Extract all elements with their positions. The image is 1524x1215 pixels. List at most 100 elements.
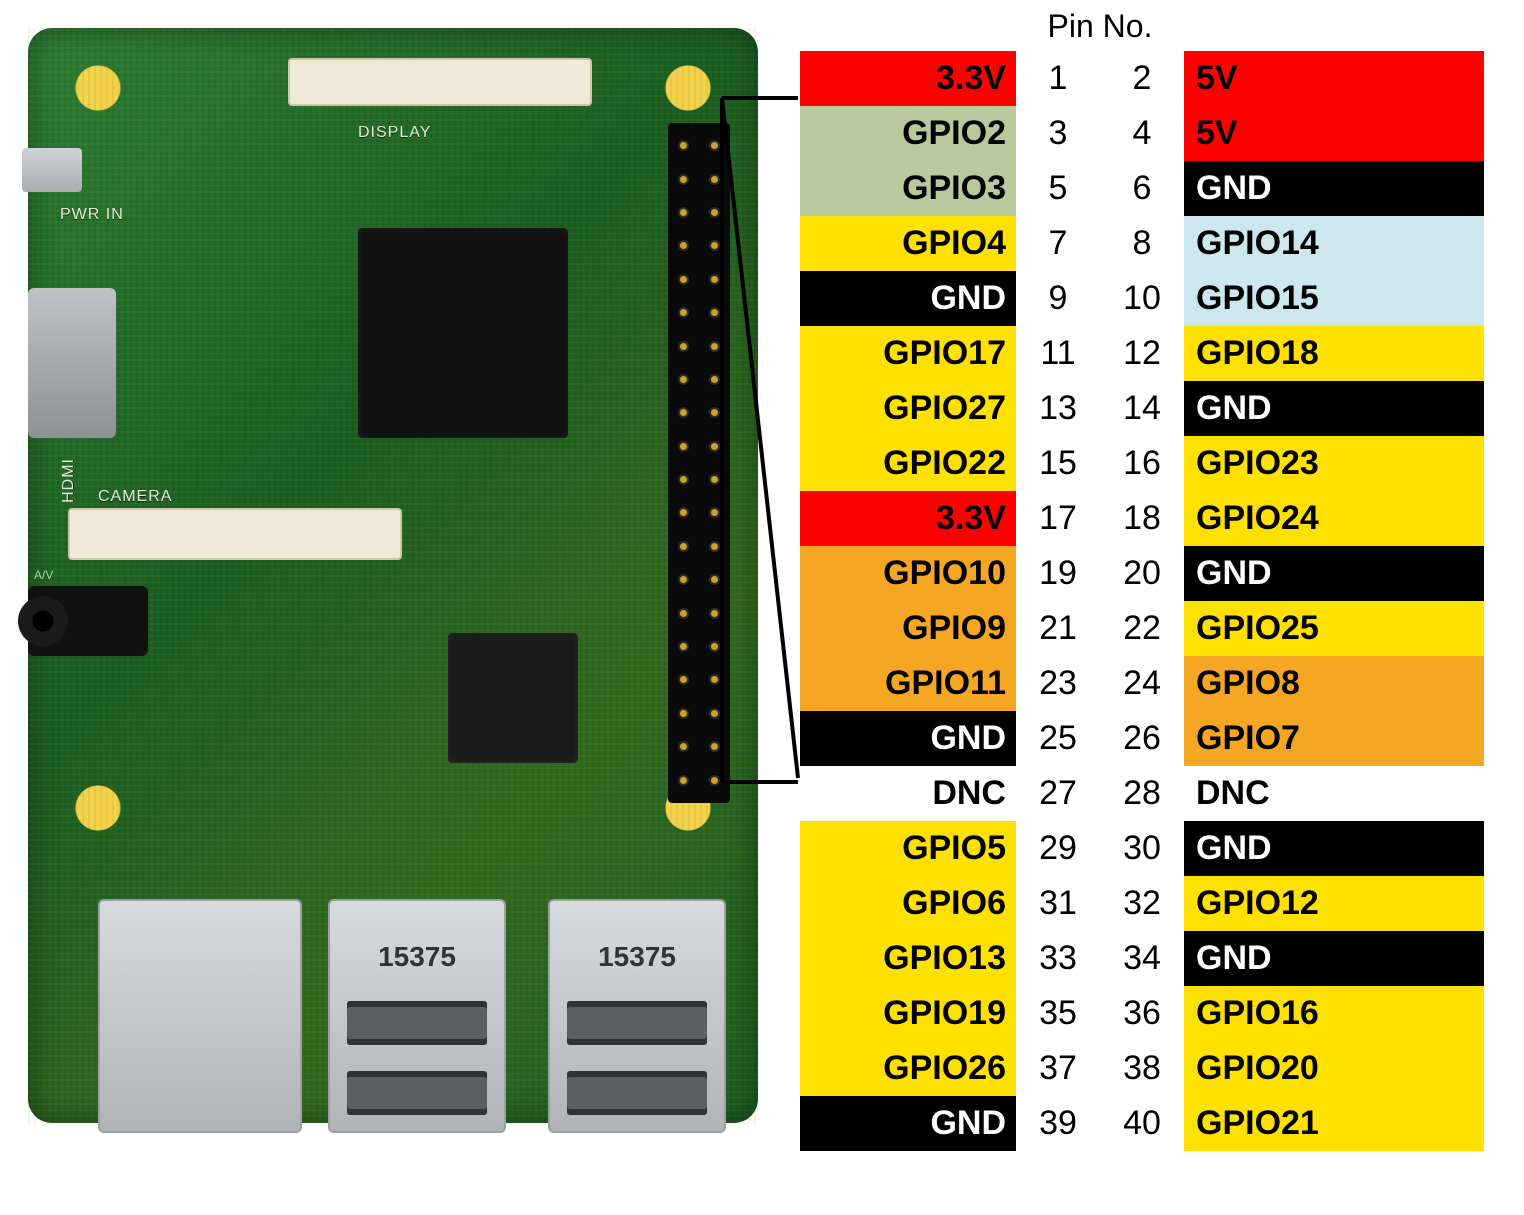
pin-number: 28 xyxy=(1100,766,1184,821)
pin-number: 15 xyxy=(1016,436,1100,491)
gpio-pin xyxy=(711,176,718,183)
pin-number: 11 xyxy=(1016,326,1100,381)
pin-label-right: GND xyxy=(1184,381,1484,436)
camera-connector xyxy=(68,508,402,560)
pin-label-right: DNC xyxy=(1184,766,1484,821)
pin-label-left: GPIO13 xyxy=(800,931,1016,986)
gpio-pin xyxy=(680,343,687,350)
pin-number: 12 xyxy=(1100,326,1184,381)
soc-chip xyxy=(358,228,568,438)
usb-slot xyxy=(347,1071,486,1115)
pinout-row: 3.3V125V xyxy=(800,51,1500,106)
pin-number: 23 xyxy=(1016,656,1100,711)
pin-number: 25 xyxy=(1016,711,1100,766)
gpio-pin xyxy=(711,443,718,450)
camera-label: CAMERA xyxy=(98,488,172,506)
pin-number: 24 xyxy=(1100,656,1184,711)
pin-number: 30 xyxy=(1100,821,1184,876)
pin-label-left: 3.3V xyxy=(800,51,1016,106)
usb-slot xyxy=(567,1001,706,1045)
gpio-pin xyxy=(680,443,687,450)
pin-label-right: 5V xyxy=(1184,106,1484,161)
pinout-row: GND3940GPIO21 xyxy=(800,1096,1500,1151)
gpio-pin xyxy=(711,343,718,350)
ethernet-controller-chip xyxy=(448,633,578,763)
pin-number: 4 xyxy=(1100,106,1184,161)
pin-label-right: 5V xyxy=(1184,51,1484,106)
gpio-pin xyxy=(680,276,687,283)
gpio-pin xyxy=(711,209,718,216)
pin-number: 7 xyxy=(1016,216,1100,271)
gpio-pin xyxy=(680,576,687,583)
gpio-pin xyxy=(711,576,718,583)
pin-label-right: GND xyxy=(1184,821,1484,876)
gpio-pin xyxy=(711,309,718,316)
pin-label-left: GND xyxy=(800,711,1016,766)
usb-stamp-b: 15375 xyxy=(598,941,676,973)
pinout-header-label: Pin No. xyxy=(1016,8,1184,45)
usb-ports-a: 15375 xyxy=(328,899,506,1133)
pin-label-left: GPIO27 xyxy=(800,381,1016,436)
pin-label-left: GPIO10 xyxy=(800,546,1016,601)
ethernet-port xyxy=(98,899,302,1133)
pin-number: 19 xyxy=(1016,546,1100,601)
gpio-pin xyxy=(711,610,718,617)
gpio-pin xyxy=(680,476,687,483)
usb-ports-b: 15375 xyxy=(548,899,726,1133)
pin-label-left: GPIO22 xyxy=(800,436,1016,491)
pinout-row: GPIO271314GND xyxy=(800,381,1500,436)
pin-label-right: GPIO23 xyxy=(1184,436,1484,491)
pinout-row: GPIO112324GPIO8 xyxy=(800,656,1500,711)
hdmi-label: HDMI xyxy=(60,458,78,503)
callout-bracket xyxy=(720,90,800,790)
pinout-row: GPIO52930GND xyxy=(800,821,1500,876)
pinout-row: GPIO263738GPIO20 xyxy=(800,1041,1500,1096)
gpio-pin xyxy=(711,476,718,483)
pinout-row: GND2526GPIO7 xyxy=(800,711,1500,766)
pin-number: 39 xyxy=(1016,1096,1100,1151)
gpio-pin xyxy=(680,777,687,784)
pinout-rows: 3.3V125VGPIO2345VGPIO356GNDGPIO478GPIO14… xyxy=(800,51,1500,1151)
pin-number: 36 xyxy=(1100,986,1184,1041)
pin-label-left: GPIO17 xyxy=(800,326,1016,381)
pin-label-left: GPIO3 xyxy=(800,161,1016,216)
gpio-pin xyxy=(711,242,718,249)
pin-number: 32 xyxy=(1100,876,1184,931)
pinout-row: GPIO2345V xyxy=(800,106,1500,161)
gpio-pin xyxy=(680,509,687,516)
pinout-row: GPIO478GPIO14 xyxy=(800,216,1500,271)
gpio-pin xyxy=(680,710,687,717)
pin-label-left: GPIO6 xyxy=(800,876,1016,931)
pinout-row: DNC2728DNC xyxy=(800,766,1500,821)
pin-number: 27 xyxy=(1016,766,1100,821)
pin-label-right: GPIO16 xyxy=(1184,986,1484,1041)
gpio-pin xyxy=(680,309,687,316)
pinout-table: Pin No. 3.3V125VGPIO2345VGPIO356GNDGPIO4… xyxy=(800,8,1500,1151)
display-label: DISPLAY xyxy=(358,124,431,142)
pinout-row: GPIO193536GPIO16 xyxy=(800,986,1500,1041)
pin-number: 1 xyxy=(1016,51,1100,106)
gpio-pin xyxy=(711,409,718,416)
pinout-row: GPIO221516GPIO23 xyxy=(800,436,1500,491)
gpio-pin xyxy=(711,643,718,650)
pin-number: 37 xyxy=(1016,1041,1100,1096)
pinout-row: GPIO171112GPIO18 xyxy=(800,326,1500,381)
pin-label-left: GND xyxy=(800,271,1016,326)
pin-label-right: GPIO7 xyxy=(1184,711,1484,766)
display-connector xyxy=(288,58,592,106)
gpio-pin xyxy=(711,543,718,550)
gpio-pin xyxy=(711,743,718,750)
pin-label-right: GND xyxy=(1184,931,1484,986)
hdmi-port xyxy=(28,288,116,438)
pin-label-right: GND xyxy=(1184,546,1484,601)
pinout-row: GPIO101920GND xyxy=(800,546,1500,601)
pinout-row: 3.3V1718GPIO24 xyxy=(800,491,1500,546)
pin-label-left: GND xyxy=(800,1096,1016,1151)
gpio-pin xyxy=(680,242,687,249)
pinout-row: GND910GPIO15 xyxy=(800,271,1500,326)
pin-label-left: GPIO4 xyxy=(800,216,1016,271)
pin-number: 8 xyxy=(1100,216,1184,271)
pin-number: 17 xyxy=(1016,491,1100,546)
pin-label-left: GPIO26 xyxy=(800,1041,1016,1096)
pin-label-right: GPIO15 xyxy=(1184,271,1484,326)
